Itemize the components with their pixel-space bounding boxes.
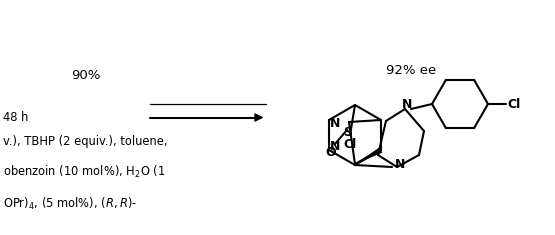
Text: S: S (344, 126, 352, 140)
Text: 90%: 90% (72, 69, 100, 82)
Text: N: N (402, 98, 412, 111)
Text: OPr)$_4$, (5 mol%), ($R,R$)-: OPr)$_4$, (5 mol%), ($R,R$)- (3, 196, 137, 212)
Polygon shape (355, 147, 382, 164)
Text: N: N (330, 141, 340, 153)
Text: obenzoin (10 mol%), H$_2$O (1: obenzoin (10 mol%), H$_2$O (1 (3, 164, 165, 180)
Text: v.), TBHP (2 equiv.), toluene,: v.), TBHP (2 equiv.), toluene, (3, 134, 167, 148)
Text: N: N (330, 117, 340, 129)
Text: 48 h: 48 h (3, 111, 28, 124)
Text: Cl: Cl (344, 138, 357, 152)
Text: O: O (326, 146, 336, 160)
Text: 92% ee: 92% ee (386, 64, 436, 77)
Text: N: N (395, 158, 405, 172)
Text: Cl: Cl (507, 98, 521, 110)
